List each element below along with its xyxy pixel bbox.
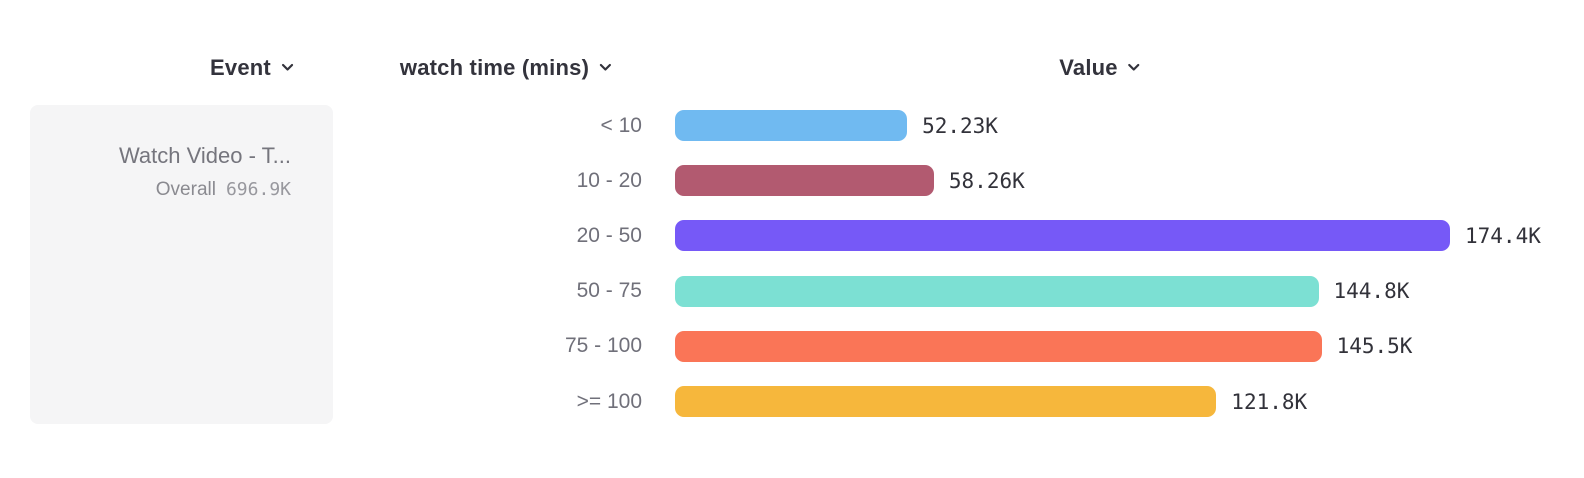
event-overall-row: Overall 696.9K: [30, 179, 291, 201]
column-header-value[interactable]: Value: [1059, 54, 1140, 82]
bar-value-label: 174.4K: [1465, 223, 1541, 248]
bar-value-label: 58.26K: [948, 168, 1025, 193]
column-header-label: watch time (mins): [399, 55, 590, 80]
overall-label: Overall: [155, 179, 216, 200]
column-header-event[interactable]: Event: [210, 54, 294, 82]
bar-row: 50 - 75 144.8K: [0, 264, 1584, 319]
bar[interactable]: [675, 220, 1450, 252]
bar-row: < 10 52.23K: [0, 98, 1584, 153]
bar-row: 20 - 50 174.4K: [0, 208, 1584, 263]
bar[interactable]: [675, 275, 1319, 307]
bar-category-label: < 10: [600, 113, 642, 137]
bar-category-label: 20 - 50: [576, 223, 642, 247]
event-name: Watch Video - T...: [118, 143, 291, 168]
bar-value-label: 144.8K: [1333, 279, 1410, 304]
bar-value-label: 145.5K: [1336, 334, 1413, 359]
column-header-watch-time[interactable]: watch time (mins): [400, 54, 612, 82]
chevron-down-icon: [599, 59, 612, 77]
bar-category-label: 10 - 20: [576, 168, 642, 192]
bar-category-label: 75 - 100: [564, 334, 642, 358]
bar-category-label: 50 - 75: [576, 279, 642, 303]
bar-value-label: 52.23K: [922, 113, 998, 138]
bar[interactable]: [675, 110, 908, 142]
bar-row: 75 - 100 145.5K: [0, 319, 1584, 374]
bar[interactable]: [675, 330, 1322, 362]
chevron-down-icon: [281, 59, 294, 77]
column-header-label: Value: [1059, 55, 1118, 80]
bar-row: >= 100 121.8K: [0, 374, 1584, 429]
bar[interactable]: [675, 386, 1217, 418]
bar[interactable]: [675, 165, 934, 197]
overall-value: 696.9K: [225, 179, 291, 200]
bar-value-label: 121.8K: [1231, 389, 1308, 414]
event-card[interactable]: Watch Video - T... Overall 696.9K: [30, 105, 333, 424]
column-header-label: Event: [210, 55, 271, 80]
bar-chart-rows: < 10 52.23K 10 - 20 58.26K 20 - 50 174.4K 50 -…: [0, 98, 1584, 429]
bar-row: 10 - 20 58.26K: [0, 153, 1584, 208]
bar-category-label: >= 100: [576, 389, 642, 413]
chevron-down-icon: [1128, 59, 1141, 77]
